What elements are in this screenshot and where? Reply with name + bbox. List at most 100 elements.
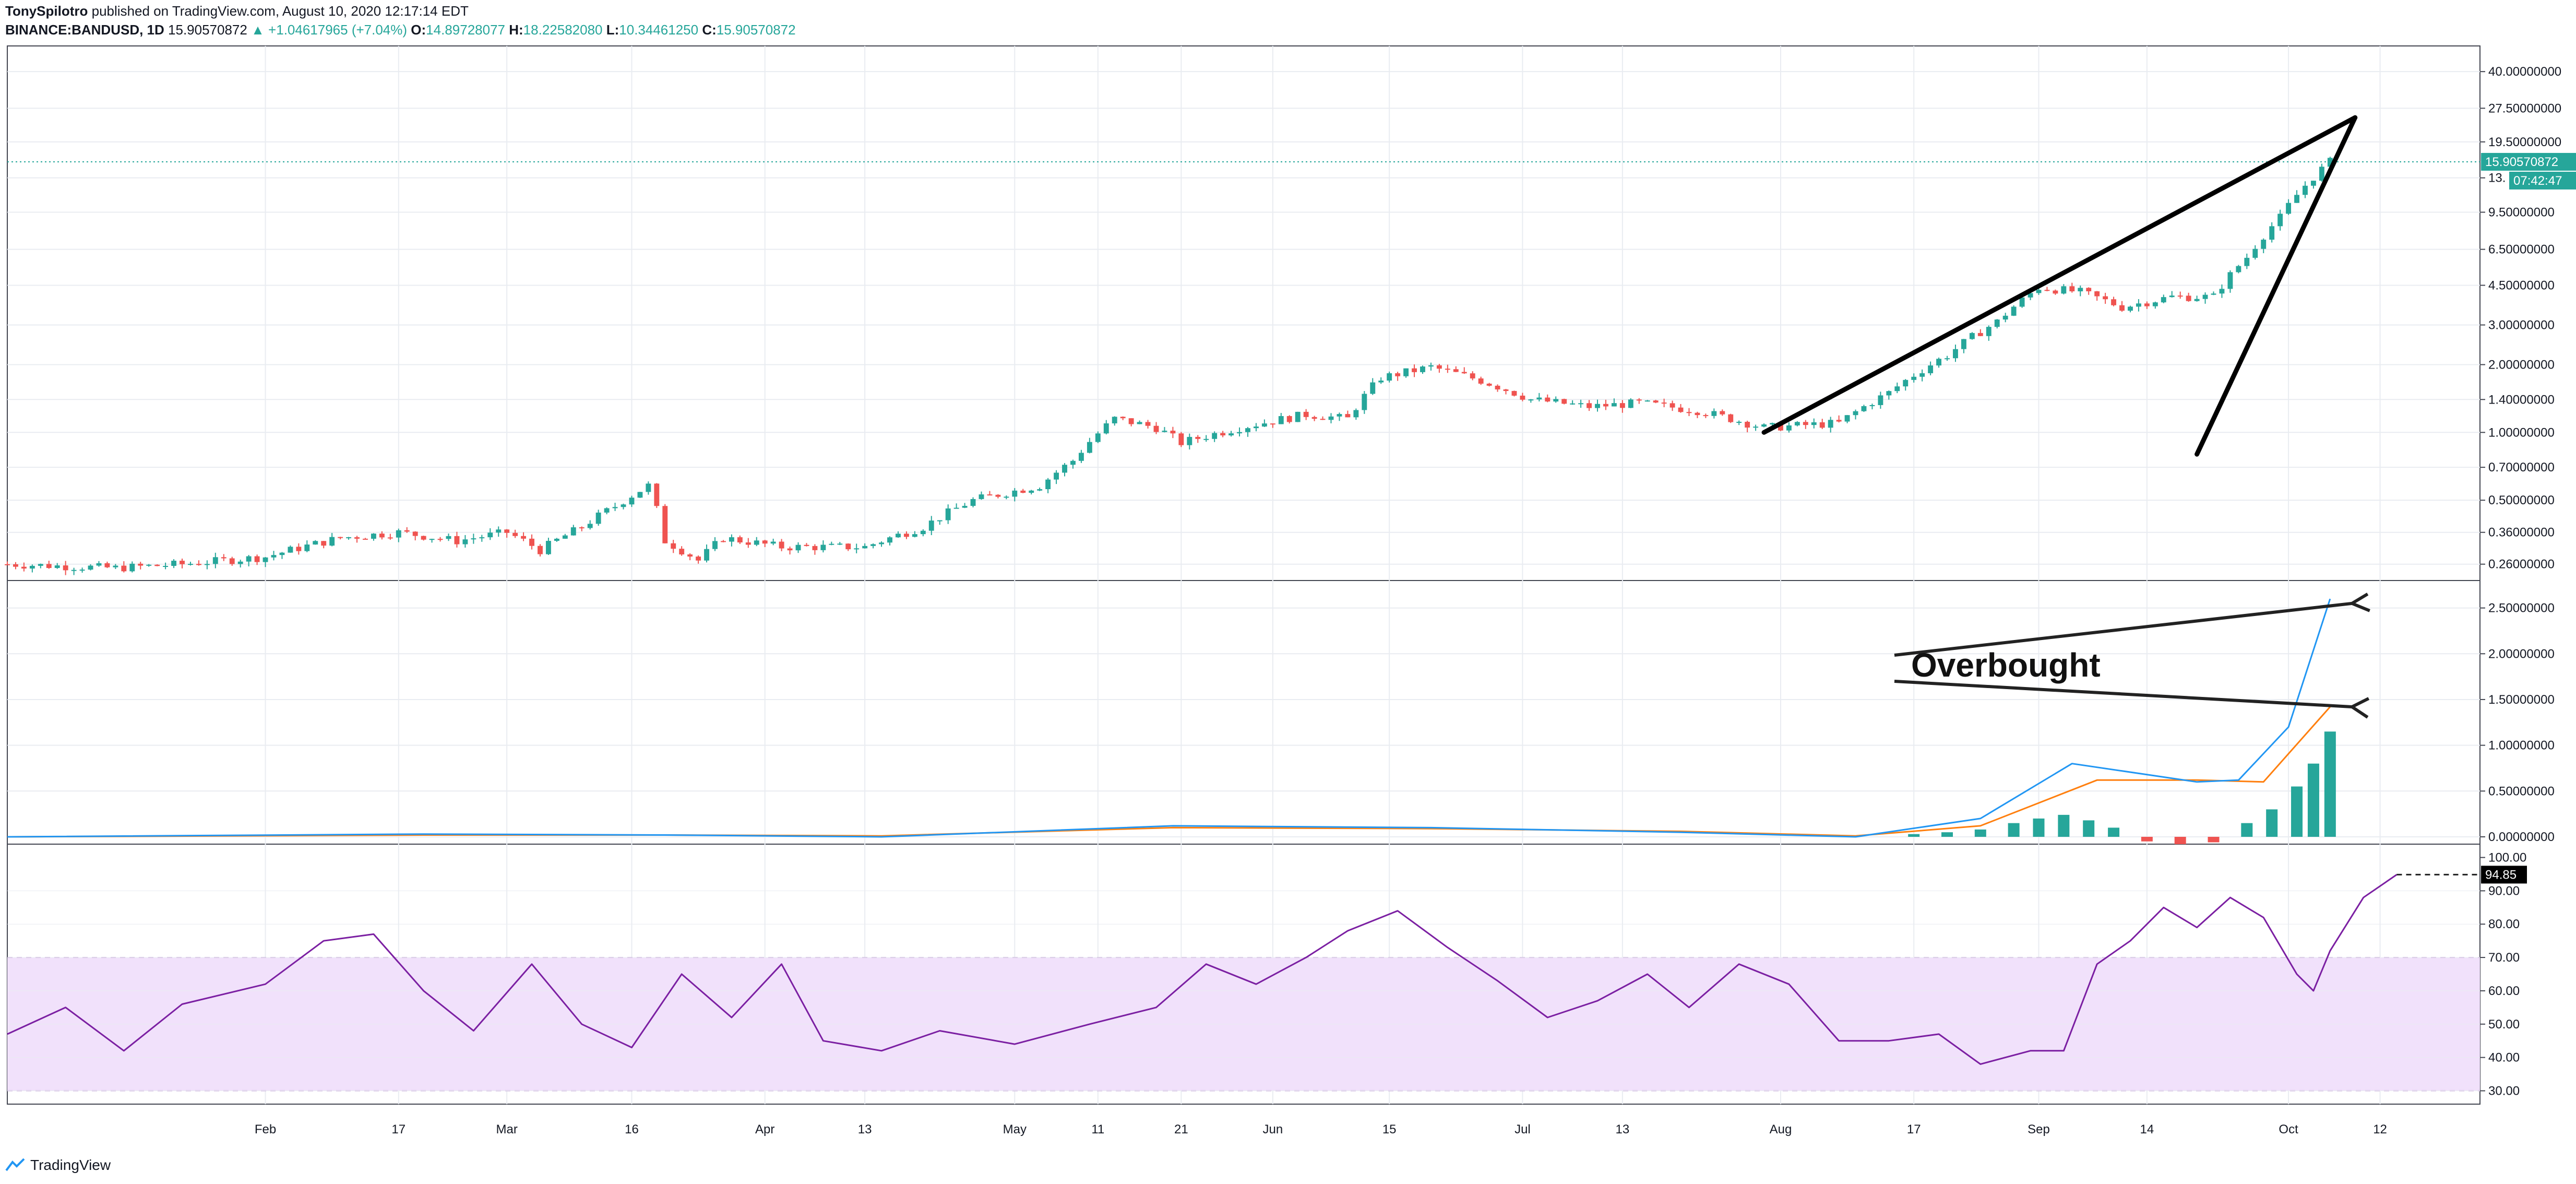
candle-body <box>2294 195 2299 203</box>
candle-body <box>1112 417 1117 423</box>
candle-body <box>404 530 410 532</box>
time-tick-label: 12 <box>2373 1122 2387 1136</box>
macd-tick-label: 2.50000000 <box>2488 601 2555 615</box>
candle-body <box>687 554 693 557</box>
price-tick-label: 40.00000000 <box>2488 65 2561 79</box>
candle-body <box>1237 432 1242 434</box>
candle-body <box>637 492 643 498</box>
candle-body <box>1986 327 1991 336</box>
candle-body <box>1229 433 1234 435</box>
time-tick-label: Sep <box>2028 1122 2050 1136</box>
candle-body <box>2061 286 2067 294</box>
candle-body <box>1353 410 1359 418</box>
candle-body <box>2044 290 2050 291</box>
candle-body <box>1819 422 1825 428</box>
candle-body <box>1844 415 1850 422</box>
candle-body <box>1461 372 1467 374</box>
candle-body <box>321 541 327 546</box>
candle-body <box>1378 381 1384 383</box>
candle-body <box>2103 296 2108 300</box>
candle-body <box>2078 288 2083 292</box>
candle-body <box>29 565 35 569</box>
candle-body <box>38 564 43 566</box>
candle-body <box>2277 214 2283 227</box>
candle-body <box>479 537 485 539</box>
candle-body <box>662 506 668 543</box>
candle-body <box>1545 397 1551 402</box>
candle-body <box>387 537 393 539</box>
macd-histogram-bar <box>2324 731 2336 837</box>
last-price: 15.90570872 <box>168 22 247 38</box>
time-tick-label: 13 <box>1616 1122 1630 1136</box>
candle-body <box>879 542 884 544</box>
macd-histogram-bar <box>2307 763 2319 837</box>
candle-body <box>13 564 18 567</box>
candle-body <box>2086 288 2092 291</box>
price-tick-label: 13. <box>2488 171 2506 185</box>
author-name[interactable]: TonySpilotro <box>5 3 88 19</box>
publish-line: TonySpilotro published on TradingView.co… <box>5 2 469 20</box>
candle-body <box>180 561 185 564</box>
symbol-label[interactable]: BINANCE:BANDUSD, 1D <box>5 22 164 38</box>
candle-body <box>2219 289 2225 294</box>
rsi-tick-label: 70.00 <box>2488 951 2520 965</box>
candle-body <box>887 537 892 543</box>
candle-body <box>2128 306 2133 311</box>
candle-body <box>2286 203 2292 214</box>
candle-body <box>121 565 127 572</box>
candle-body <box>795 544 801 551</box>
price-tick-label: 4.50000000 <box>2488 279 2555 293</box>
price-tick-label: 1.00000000 <box>2488 425 2555 440</box>
candle-body <box>1453 369 1459 372</box>
candle-body <box>304 544 310 551</box>
candle-body <box>71 570 77 571</box>
candle-body <box>1486 383 1492 386</box>
price-tick-label: 0.50000000 <box>2488 493 2555 507</box>
candle-body <box>1603 404 1608 407</box>
candle-body <box>338 537 343 538</box>
candle-body <box>487 532 493 538</box>
time-tick-label: Mar <box>496 1122 517 1136</box>
candle-body <box>1203 439 1209 440</box>
candle-body <box>787 548 793 551</box>
brand-label[interactable]: TradingView <box>30 1157 111 1173</box>
macd-histogram-bar <box>2108 827 2120 837</box>
candle-body <box>1170 430 1176 434</box>
candle-body <box>1095 433 1101 442</box>
candle-body <box>629 498 635 505</box>
candle-body <box>1619 403 1625 408</box>
rsi-line <box>7 874 2398 1065</box>
candle-body <box>1720 411 1725 415</box>
plot-frame <box>7 45 2480 1105</box>
countdown-badge <box>2509 171 2576 190</box>
macd-histogram-bar <box>2033 818 2045 837</box>
candle-body <box>953 507 959 509</box>
macd-histogram-bar <box>2083 820 2095 837</box>
candle-body <box>671 543 676 549</box>
time-tick-label: Jun <box>1262 1122 1283 1136</box>
macd-histogram-bar <box>2174 836 2186 844</box>
candle-body <box>2161 297 2166 303</box>
candle-body <box>1328 416 1334 420</box>
candle-body <box>1395 373 1401 376</box>
candle-body <box>562 535 568 539</box>
candle-body <box>1669 403 1675 408</box>
low-label: L: <box>606 22 619 38</box>
time-tick-label: Apr <box>755 1122 774 1136</box>
candle-body <box>79 570 85 571</box>
candle-body <box>1961 339 1966 349</box>
candle-body <box>962 506 968 508</box>
candle-body <box>329 537 335 546</box>
candle-body <box>920 530 926 535</box>
candle-body <box>1536 397 1542 400</box>
candle-body <box>2136 303 2141 307</box>
candle-body <box>2002 315 2008 320</box>
tradingview-logo-icon[interactable] <box>5 1158 26 1173</box>
low-value: 10.34461250 <box>619 22 699 38</box>
time-tick-label: Oct <box>2279 1122 2298 1136</box>
candle-body <box>1853 411 1858 416</box>
candle-body <box>279 552 285 555</box>
candle-body <box>570 527 576 536</box>
candle-body <box>1503 389 1509 391</box>
